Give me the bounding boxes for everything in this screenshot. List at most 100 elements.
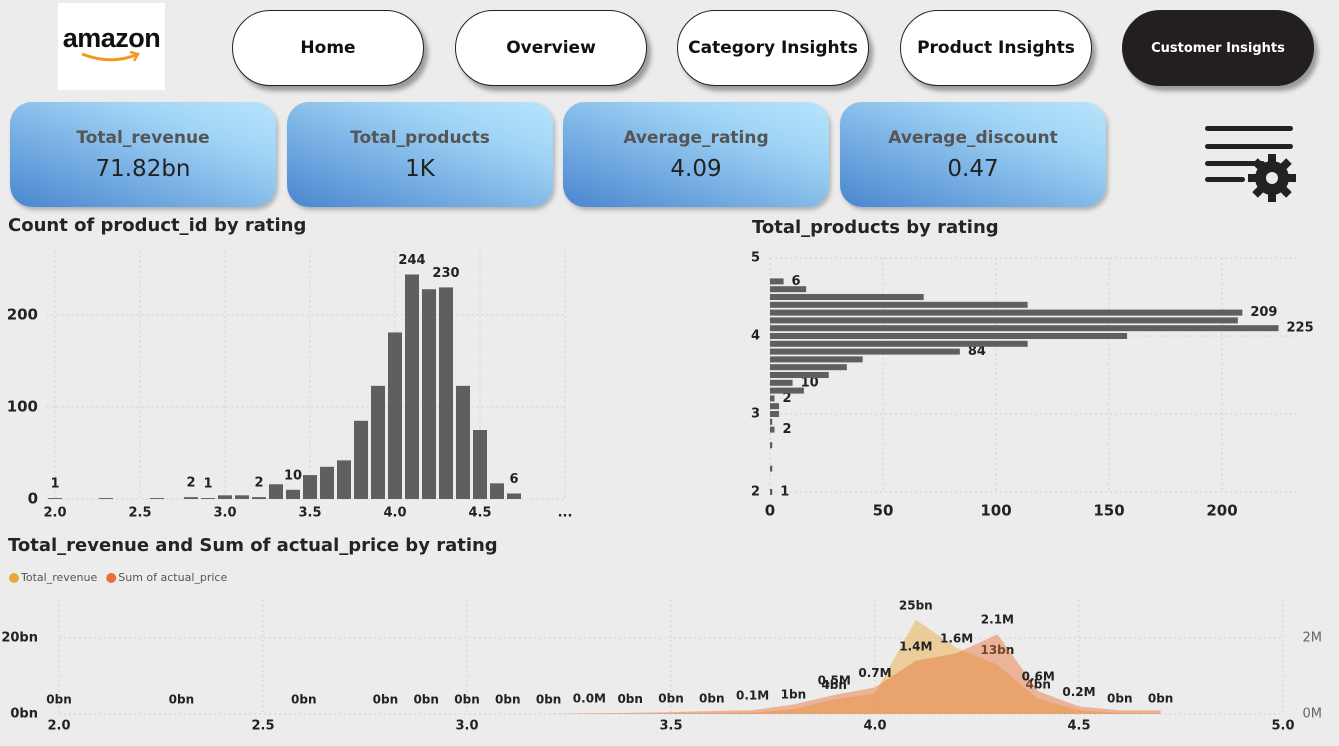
bar [286, 489, 300, 499]
bar [354, 420, 368, 499]
logo: amazon [58, 3, 165, 90]
bar [770, 442, 773, 449]
data-label: 4bn [821, 678, 846, 692]
bar [184, 497, 198, 499]
kpi-value: 4.09 [670, 156, 722, 182]
x-tick-label: 3.0 [213, 506, 236, 521]
bar [770, 340, 1028, 347]
bar [303, 475, 317, 499]
legend-marker [9, 573, 19, 583]
x-tick-label: ... [558, 506, 573, 521]
nav-button[interactable]: Home [232, 10, 424, 86]
bar [770, 387, 804, 394]
data-label: 2 [783, 391, 792, 406]
bar [770, 465, 773, 472]
chart-title: Count of product_id by rating [8, 215, 306, 236]
data-label: 0.7M [858, 666, 891, 680]
data-label: 230 [432, 266, 459, 281]
filter-icon[interactable] [1205, 126, 1296, 202]
x-tick-label: 4.0 [863, 719, 886, 734]
kpi-value: 0.47 [947, 156, 999, 182]
data-label: 2 [186, 476, 195, 491]
bar [490, 483, 504, 499]
kpi-label: Average_rating [623, 128, 769, 148]
legend-label: Total_revenue [20, 571, 97, 584]
kpi-label: Total_revenue [76, 128, 210, 148]
bar [770, 333, 1128, 339]
nav-button[interactable]: Customer Insights [1122, 10, 1314, 86]
bar [201, 498, 215, 499]
data-label: 1 [780, 485, 789, 500]
logo-smile [81, 51, 140, 62]
bar [770, 411, 780, 417]
bar [473, 430, 487, 499]
bar [456, 385, 470, 499]
data-label: 0bn [454, 693, 479, 707]
kpi-card: Average_rating 4.09 [563, 102, 829, 207]
bar [422, 289, 436, 499]
data-label: 244 [398, 253, 425, 268]
bar [48, 498, 62, 499]
x-tick-label: 0 [765, 502, 775, 520]
kpi-card: Total_products 1K [287, 102, 553, 207]
nav-button[interactable]: Category Insights [677, 10, 869, 86]
x-tick-label: 3.5 [659, 719, 682, 734]
x-tick-label: 2.0 [47, 719, 70, 734]
bar [235, 495, 249, 499]
data-label: 6 [792, 274, 801, 289]
data-label: 2 [783, 422, 792, 437]
y-tick-label: 0bn [10, 707, 38, 722]
x-tick-label: 2.0 [43, 506, 66, 521]
bar [770, 418, 773, 425]
y2-tick-label: 0M [1303, 707, 1323, 722]
y-tick-label: 100 [7, 398, 38, 416]
nav-button[interactable]: Overview [455, 10, 647, 86]
bar [770, 395, 775, 402]
data-label: 0bn [536, 693, 561, 707]
bar [770, 325, 1279, 332]
bar [770, 301, 1028, 308]
bar [405, 274, 419, 499]
bar [388, 332, 402, 499]
data-label: 0bn [1107, 691, 1132, 705]
data-label: 10 [284, 468, 302, 483]
bar [770, 356, 863, 363]
data-label: 0.1M [736, 689, 769, 703]
x-tick-label: 200 [1206, 502, 1237, 520]
y-tick-label: 2 [751, 485, 760, 500]
bar [507, 493, 521, 499]
bar [770, 426, 775, 433]
data-label: 0bn [169, 693, 194, 707]
data-label: 13bn [980, 643, 1014, 657]
data-label: 0bn [658, 692, 683, 706]
bar [770, 348, 960, 355]
y-tick-label: 3 [751, 407, 760, 422]
bar [770, 489, 773, 495]
data-label: 1 [203, 477, 212, 492]
data-label: 209 [1250, 305, 1277, 320]
legend-marker [106, 573, 117, 583]
data-label: 0.5M [818, 674, 851, 688]
bar [99, 498, 113, 499]
bar [770, 278, 784, 285]
kpi-label: Average_discount [888, 128, 1058, 148]
x-tick-label: 3.0 [455, 719, 478, 734]
nav-button[interactable]: Product Insights [900, 10, 1092, 86]
x-tick-label: 2.5 [128, 506, 151, 521]
y-tick-label: 5 [751, 251, 760, 266]
kpi-card: Average_discount 0.47 [840, 102, 1106, 207]
x-tick-label: 4.5 [1067, 719, 1090, 734]
data-label: 1 [50, 477, 59, 492]
data-label: 0.6M [1022, 670, 1055, 684]
data-label: 0bn [699, 691, 724, 705]
data-label: 1.4M [899, 639, 932, 653]
y-tick-label: 20bn [1, 631, 38, 646]
data-label: 2.1M [981, 613, 1014, 627]
y2-tick-label: 2M [1303, 631, 1323, 646]
legend-label: Sum of actual_price [118, 571, 227, 584]
bar [371, 385, 385, 499]
data-label: 0.0M [573, 692, 606, 706]
x-tick-label: 3.5 [298, 506, 321, 521]
